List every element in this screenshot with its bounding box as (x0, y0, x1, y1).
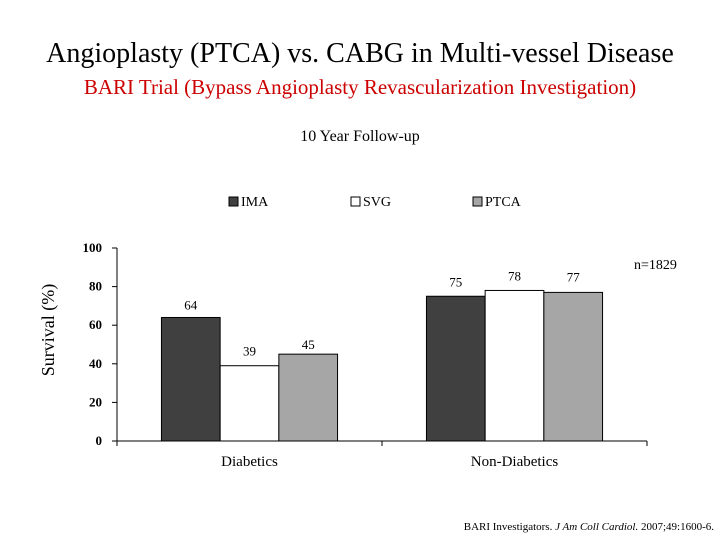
legend-label-svg: SVG (363, 195, 391, 210)
data-label: 78 (508, 268, 521, 283)
y-tick-label: 80 (89, 279, 102, 294)
y-tick-label: 60 (89, 317, 102, 332)
data-labels: 64 39 45 75 78 77 (184, 268, 580, 358)
chart-title: 10 Year Follow-up (300, 128, 420, 145)
legend-swatch-ima (228, 196, 239, 207)
legend: IMA SVG PTCA (228, 195, 522, 210)
bar-ptca-non-diabetics (543, 291, 604, 442)
y-axis-label: Survival (%) (38, 284, 59, 376)
bar-svg-diabetics (219, 365, 280, 442)
axes: 0 20 40 60 80 100 Survival (%) Diabetics Non-Dia… (38, 240, 648, 470)
x-tick-label: Non-Diabetics (471, 454, 559, 470)
slide-title: Angioplasty (PTCA) vs. CABG in Multi-ves… (46, 38, 674, 69)
sample-size-note: n=1829 (634, 258, 677, 273)
citation-journal: J Am Coll Cardiol. (555, 521, 639, 533)
y-tick-label: 20 (89, 394, 102, 409)
legend-label-ima: IMA (241, 195, 269, 210)
bar-ima-diabetics (160, 316, 221, 442)
y-tick-label: 100 (83, 240, 103, 255)
data-label: 45 (302, 337, 315, 352)
bar-ima-non-diabetics (425, 295, 486, 442)
bars (160, 289, 604, 442)
y-tick-label: 0 (96, 433, 103, 448)
legend-swatch-svg (350, 196, 361, 207)
data-label: 39 (243, 344, 256, 359)
citation-details: 2007;49:1600-6. (638, 521, 714, 533)
citation: BARI Investigators. J Am Coll Cardiol. 2… (464, 521, 714, 533)
data-label: 75 (449, 274, 462, 289)
data-label: 64 (184, 297, 198, 312)
slide-subtitle: BARI Trial (Bypass Angioplasty Revascula… (83, 75, 637, 99)
citation-authors: BARI Investigators. (463, 521, 556, 533)
x-tick-label: Diabetics (221, 454, 278, 470)
y-tick-label: 40 (89, 356, 102, 371)
legend-swatch-ptca (472, 196, 483, 207)
data-label: 77 (567, 269, 581, 284)
legend-label-ptca: PTCA (485, 195, 522, 210)
bar-svg-non-diabetics (484, 289, 545, 442)
bar-ptca-diabetics (278, 353, 339, 442)
